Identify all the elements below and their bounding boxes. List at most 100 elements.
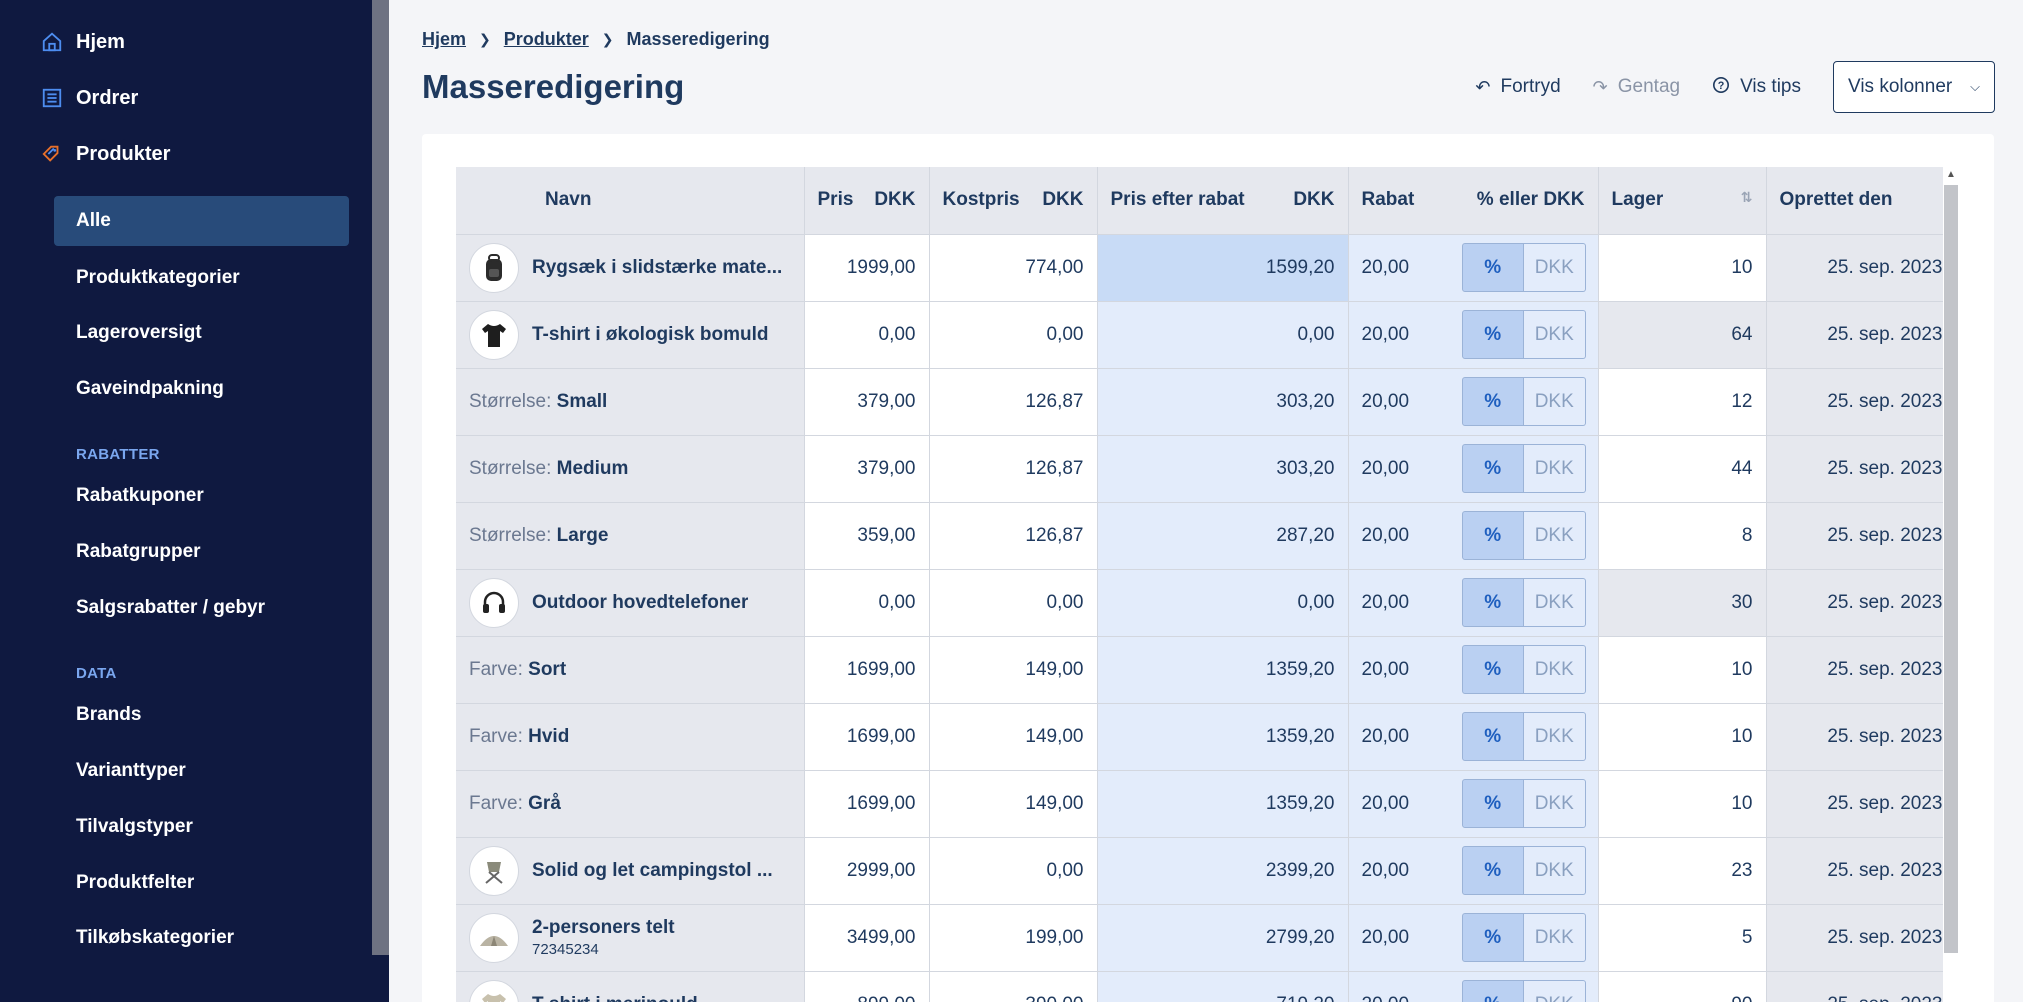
- sidebar-scrollbar[interactable]: [372, 0, 389, 955]
- cell-stock[interactable]: 90: [1598, 971, 1767, 1002]
- toggle-dkk-button[interactable]: DKK: [1524, 444, 1586, 493]
- cell-price[interactable]: 379,00: [804, 435, 930, 503]
- discount-value[interactable]: 20,00: [1361, 591, 1410, 613]
- toggle-dkk-button[interactable]: DKK: [1524, 645, 1586, 694]
- cell-discounted-price[interactable]: 287,20: [1097, 502, 1349, 570]
- toggle-dkk-button[interactable]: DKK: [1524, 980, 1586, 1002]
- cell-price[interactable]: 1699,00: [804, 770, 930, 838]
- col-header-name[interactable]: Navn: [456, 167, 805, 235]
- cell-price[interactable]: 1699,00: [804, 636, 930, 704]
- cell-stock[interactable]: 10: [1598, 636, 1767, 704]
- toggle-percent-button[interactable]: %: [1461, 511, 1524, 560]
- toggle-dkk-button[interactable]: DKK: [1524, 511, 1586, 560]
- cell-price[interactable]: 3499,00: [804, 904, 930, 972]
- tips-button[interactable]: ? Vis tips: [1712, 76, 1801, 99]
- nav-sub-lageroversigt[interactable]: Lageroversigt: [76, 322, 202, 343]
- toggle-percent-button[interactable]: %: [1461, 578, 1524, 627]
- cell-price[interactable]: 359,00: [804, 502, 930, 570]
- discount-value[interactable]: 20,00: [1361, 926, 1410, 948]
- cell-cost[interactable]: 149,00: [929, 770, 1098, 838]
- cell-discounted-price[interactable]: 1359,20: [1097, 703, 1349, 771]
- cell-cost[interactable]: 199,00: [929, 904, 1098, 972]
- nav-sub-rabatkuponer[interactable]: Rabatkuponer: [76, 485, 204, 506]
- cell-discounted-price[interactable]: 2399,20: [1097, 837, 1349, 905]
- toggle-dkk-button[interactable]: DKK: [1524, 243, 1586, 292]
- cell-cost[interactable]: 126,87: [929, 368, 1098, 436]
- cell-discounted-price[interactable]: 1359,20: [1097, 636, 1349, 704]
- cell-price[interactable]: 899,00: [804, 971, 930, 1002]
- cell-cost[interactable]: 149,00: [929, 636, 1098, 704]
- nav-sub-rabatgrupper[interactable]: Rabatgrupper: [76, 541, 201, 562]
- discount-value[interactable]: 20,00: [1361, 323, 1410, 345]
- discount-value[interactable]: 20,00: [1361, 725, 1410, 747]
- discount-value[interactable]: 20,00: [1361, 390, 1410, 412]
- col-header-created[interactable]: Oprettet den: [1766, 167, 1943, 235]
- toggle-dkk-button[interactable]: DKK: [1524, 578, 1586, 627]
- toggle-dkk-button[interactable]: DKK: [1524, 779, 1586, 828]
- nav-sub-alle[interactable]: Alle: [54, 196, 349, 246]
- cell-stock[interactable]: 44: [1598, 435, 1767, 503]
- cell-price[interactable]: 0,00: [804, 301, 930, 369]
- nav-sub-produktkategorier[interactable]: Produktkategorier: [76, 267, 240, 288]
- cell-discounted-price[interactable]: 0,00: [1097, 301, 1349, 369]
- cell-cost[interactable]: 390,00: [929, 971, 1098, 1002]
- col-header-cost[interactable]: Kostpris DKK: [929, 167, 1098, 235]
- cell-price[interactable]: 0,00: [804, 569, 930, 637]
- toggle-dkk-button[interactable]: DKK: [1524, 377, 1586, 426]
- toggle-percent-button[interactable]: %: [1461, 444, 1524, 493]
- cell-price[interactable]: 379,00: [804, 368, 930, 436]
- nav-sub-brands[interactable]: Brands: [76, 704, 142, 725]
- cell-stock[interactable]: 12: [1598, 368, 1767, 436]
- toggle-dkk-button[interactable]: DKK: [1524, 310, 1586, 359]
- nav-sub-gaveindpakning[interactable]: Gaveindpakning: [76, 378, 224, 399]
- nav-item-ordrer[interactable]: Ordrer: [40, 78, 138, 118]
- toggle-percent-button[interactable]: %: [1461, 779, 1524, 828]
- undo-button[interactable]: ↶ Fortryd: [1475, 76, 1560, 98]
- discount-value[interactable]: 20,00: [1349, 994, 1410, 1002]
- toggle-percent-button[interactable]: %: [1461, 980, 1524, 1002]
- table-scrollbar[interactable]: ▲: [1943, 167, 1959, 1002]
- cell-stock[interactable]: 10: [1598, 234, 1767, 302]
- col-header-price[interactable]: Pris DKK: [804, 167, 930, 235]
- product-name[interactable]: T-shirt i merinould: [532, 994, 698, 1002]
- cell-price[interactable]: 1699,00: [804, 703, 930, 771]
- cell-cost[interactable]: 0,00: [929, 569, 1098, 637]
- toggle-percent-button[interactable]: %: [1461, 846, 1524, 895]
- cell-discounted-price[interactable]: 1599,20: [1097, 234, 1349, 302]
- discount-value[interactable]: 20,00: [1361, 792, 1410, 814]
- breadcrumb-home-link[interactable]: Hjem: [422, 29, 467, 49]
- cell-cost[interactable]: 126,87: [929, 502, 1098, 570]
- product-name[interactable]: Solid og let campingstol ...: [532, 859, 773, 881]
- product-name[interactable]: Rygsæk i slidstærke mate...: [532, 256, 783, 278]
- sort-icon[interactable]: ⇅: [1740, 189, 1753, 206]
- redo-button[interactable]: ↷ Gentag: [1593, 76, 1680, 98]
- cell-stock[interactable]: 5: [1598, 904, 1767, 972]
- cell-discounted-price[interactable]: 303,20: [1097, 435, 1349, 503]
- columns-dropdown-button[interactable]: Vis kolonner ⌵: [1833, 61, 1995, 113]
- toggle-percent-button[interactable]: %: [1461, 913, 1524, 962]
- cell-stock[interactable]: 10: [1598, 770, 1767, 838]
- col-header-stock[interactable]: Lager ⇅: [1598, 167, 1767, 235]
- discount-value[interactable]: 20,00: [1361, 658, 1410, 680]
- product-name[interactable]: Outdoor hovedtelefoner: [532, 591, 749, 613]
- discount-value[interactable]: 20,00: [1361, 457, 1410, 479]
- toggle-dkk-button[interactable]: DKK: [1524, 913, 1586, 962]
- nav-sub-salgsrabatter[interactable]: Salgsrabatter / gebyr: [76, 597, 266, 618]
- nav-sub-tilvalgstyper[interactable]: Tilvalgstyper: [76, 816, 193, 837]
- toggle-dkk-button[interactable]: DKK: [1524, 846, 1586, 895]
- cell-discounted-price[interactable]: 719,20: [1097, 971, 1349, 1002]
- product-name[interactable]: 2-personers telt: [532, 917, 675, 938]
- cell-cost[interactable]: 126,87: [929, 435, 1098, 503]
- discount-value[interactable]: 20,00: [1361, 524, 1410, 546]
- cell-discounted-price[interactable]: 0,00: [1097, 569, 1349, 637]
- col-header-discounted-price[interactable]: Pris efter rabat DKK: [1097, 167, 1349, 235]
- breadcrumb-products-link[interactable]: Produkter: [503, 29, 589, 49]
- nav-sub-tilkoebskategorier[interactable]: Tilkøbskategorier: [76, 927, 235, 948]
- product-name[interactable]: T-shirt i økologisk bomuld: [532, 323, 769, 345]
- cell-cost[interactable]: 149,00: [929, 703, 1098, 771]
- toggle-dkk-button[interactable]: DKK: [1524, 712, 1586, 761]
- cell-discounted-price[interactable]: 303,20: [1097, 368, 1349, 436]
- table-scrollbar-thumb[interactable]: [1944, 185, 1958, 953]
- nav-item-produkter[interactable]: Produkter: [40, 134, 170, 174]
- nav-item-hjem[interactable]: Hjem: [40, 22, 125, 62]
